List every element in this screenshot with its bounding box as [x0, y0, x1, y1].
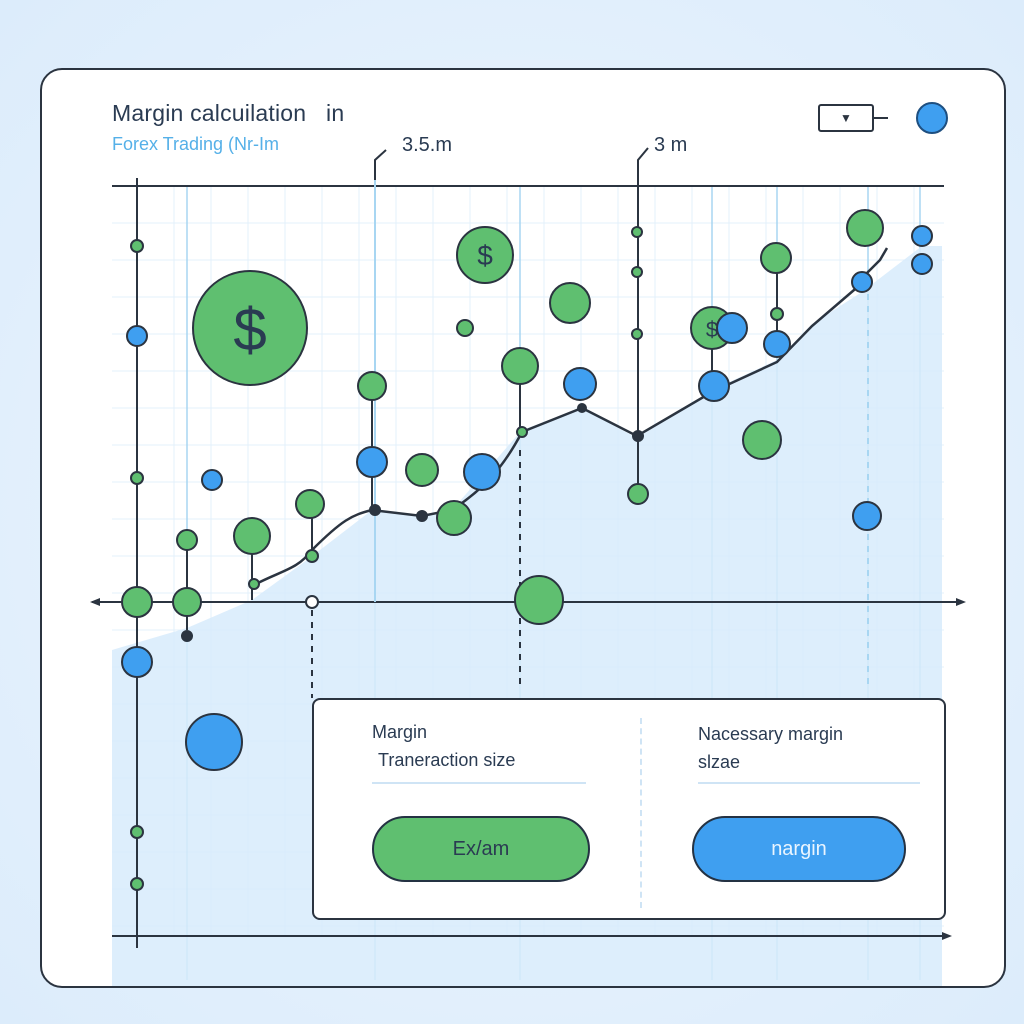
green-dollar-coin-small	[456, 226, 514, 284]
green-marker-dot	[742, 420, 782, 460]
green-marker-dot	[130, 877, 144, 891]
green-marker-dot	[172, 587, 202, 617]
green-marker-dot	[631, 328, 643, 340]
green-marker-dot	[516, 426, 528, 438]
example-button[interactable]: Ex/am	[372, 816, 590, 882]
panel-col2-divider	[698, 782, 920, 784]
green-marker-dot	[295, 489, 325, 519]
green-marker-dot	[549, 282, 591, 324]
green-marker-dot	[627, 483, 649, 505]
blue-marker-dot	[852, 501, 882, 531]
panel-col1-title: Margin	[372, 722, 428, 742]
chevron-down-icon: ▼	[840, 111, 852, 125]
green-marker-dot	[436, 500, 472, 536]
blue-marker-dot	[698, 370, 730, 402]
x-axis-arrow-left	[90, 598, 100, 606]
dropdown-connector	[874, 117, 888, 119]
blue-marker-dot	[201, 469, 223, 491]
green-marker-dot	[176, 529, 198, 551]
marker-label-right: 3 m	[654, 134, 688, 156]
green-dollar-coin-large	[192, 270, 308, 386]
app-window: Margin calcuilation in Forex Trading (Nr…	[40, 68, 1006, 988]
blue-marker-dot	[716, 312, 748, 344]
line-vertex-dot	[416, 510, 428, 522]
green-marker-dot	[130, 825, 144, 839]
line-vertex-dot	[632, 430, 644, 442]
blue-marker-dot	[356, 446, 388, 478]
marker-tick-left	[374, 149, 387, 180]
blue-marker-dot	[851, 271, 873, 293]
panel-col1-subtitle: Traneraction size	[378, 750, 516, 770]
margin-panel: Margin Traneraction size Nacessary margi…	[312, 698, 946, 920]
dropdown-button[interactable]: ▼	[818, 104, 874, 132]
green-marker-dot	[121, 586, 153, 618]
green-marker-dot	[130, 471, 144, 485]
status-dot-button[interactable]	[916, 102, 948, 134]
green-marker-dot	[456, 319, 474, 337]
green-marker-dot	[305, 549, 319, 563]
green-marker-dot	[514, 575, 564, 625]
x-axis-arrow-right	[956, 598, 966, 606]
panel-col2-subtitle: slzae	[698, 752, 741, 772]
marker-label-left: 3.5.m	[402, 134, 453, 156]
blue-marker-dot	[563, 367, 597, 401]
green-marker-dot	[130, 239, 144, 253]
blue-marker-dot	[121, 646, 153, 678]
dollar-symbol-large: $	[233, 296, 266, 363]
green-marker-dot	[760, 242, 792, 274]
panel-col1-divider	[372, 782, 586, 784]
dollar-symbol-small: $	[477, 240, 493, 271]
margin-button[interactable]: nargin	[692, 816, 906, 882]
green-marker-dot	[631, 226, 643, 238]
green-marker-dot	[631, 266, 643, 278]
page-title: Margin calcuilation in	[112, 100, 345, 126]
bottom-axis-arrow	[942, 932, 952, 940]
page-subtitle: Forex Trading (Nr-Im	[112, 134, 280, 154]
blue-marker-dot	[911, 225, 933, 247]
green-marker-dot	[248, 578, 260, 590]
blue-marker-dot	[185, 713, 243, 771]
panel-col2-title: Nacessary margin	[698, 724, 844, 744]
line-vertex-dot	[577, 403, 587, 413]
panel-column-divider	[640, 718, 642, 908]
green-marker-dot	[357, 371, 387, 401]
marker-tick-right	[637, 147, 649, 180]
green-marker-dot	[846, 209, 884, 247]
blue-marker-dot	[126, 325, 148, 347]
blue-marker-dot	[911, 253, 933, 275]
blue-marker-dot	[763, 330, 791, 358]
dollar-symbol-right: $	[706, 317, 718, 342]
line-vertex-dot	[369, 504, 381, 516]
data-points	[121, 209, 933, 891]
green-marker-dot	[770, 307, 784, 321]
green-marker-dot	[405, 453, 439, 487]
green-marker-dot	[501, 347, 539, 385]
blue-marker-dot	[463, 453, 501, 491]
green-marker-dot	[233, 517, 271, 555]
line-vertex-dot	[305, 595, 319, 609]
line-vertex-dot	[181, 630, 193, 642]
